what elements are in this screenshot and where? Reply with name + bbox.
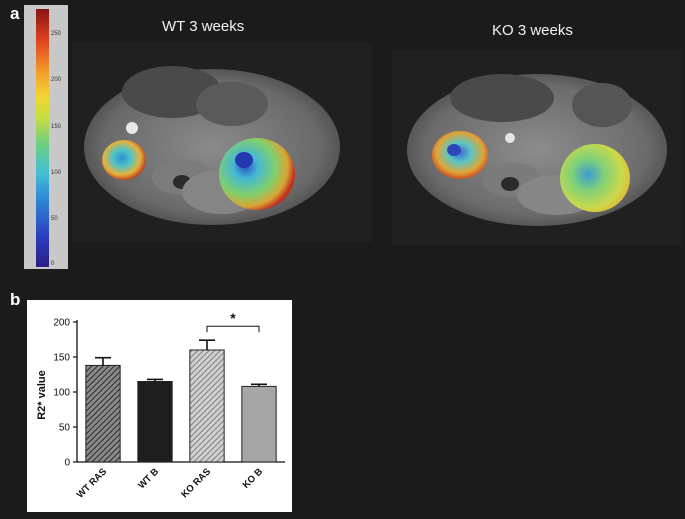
y-tick-label: 0: [64, 458, 70, 469]
y-tick-label: 100: [53, 388, 70, 399]
panel-b-label: b: [10, 290, 21, 309]
ko-mri-drawing: [407, 74, 667, 226]
colorbar-tick: 150: [51, 124, 62, 130]
bar-ko-b: [241, 385, 277, 463]
x-tick-label: WT RAS: [75, 466, 109, 500]
wt-mri-drawing: [84, 66, 340, 225]
bar-ko-ras: [189, 349, 225, 463]
wt-mri-image: [72, 42, 372, 242]
bar-chart: R2* value 0 50 100 150 200 WT RAS WT B KO RAS KO…: [27, 300, 292, 512]
colorbar-tick: 200: [51, 77, 62, 83]
bar-wt-b: [137, 381, 173, 463]
x-tick-label: WT B: [136, 466, 161, 491]
y-tick-label: 150: [53, 353, 70, 364]
y-tick-label: 200: [53, 318, 70, 329]
colorbar-legend: 250 200 150 100 50 0: [24, 5, 68, 269]
ko-image-title: KO 3 weeks: [492, 22, 573, 39]
wt-image-title: WT 3 weeks: [162, 18, 245, 35]
significance-marker: *: [230, 310, 236, 326]
colorbar-tick: 250: [51, 31, 62, 37]
plot-area: 0 50 100 150 200 WT RAS WT B KO RAS KO B *: [53, 310, 285, 501]
colorbar-gradient: [36, 9, 49, 267]
x-tick-label: KO B: [241, 466, 266, 491]
ko-mri-image: [392, 50, 682, 245]
x-tick-label: KO RAS: [179, 466, 213, 500]
y-tick-label: 50: [59, 423, 71, 434]
colorbar-tick: 50: [51, 216, 58, 222]
colorbar-tick: 100: [51, 170, 62, 176]
y-axis-label: R2* value: [36, 370, 48, 420]
colorbar-tick: 0: [51, 261, 55, 267]
significance-bracket: [206, 325, 260, 333]
bar-chart-svg: R2* value 0 50 100 150 200 WT RAS WT B KO RAS KO…: [36, 310, 285, 501]
panel-a-label: a: [10, 4, 20, 23]
bar-wt-ras: [85, 364, 121, 463]
